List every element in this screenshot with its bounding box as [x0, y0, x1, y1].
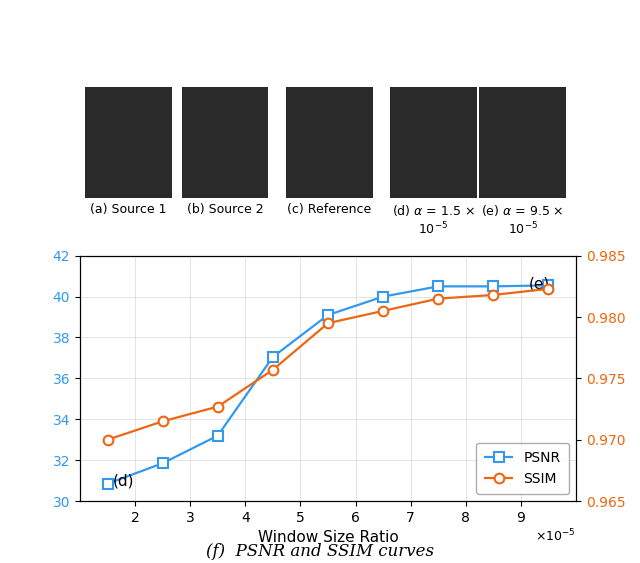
SSIM	[380, 307, 387, 314]
PSNR	[159, 460, 166, 467]
PSNR	[380, 293, 387, 300]
Text: (d) $\alpha$ = 1.5 $\times$
$10^{-5}$: (d) $\alpha$ = 1.5 $\times$ $10^{-5}$	[392, 203, 475, 238]
Bar	[182, 87, 269, 198]
X-axis label: Window Size Ratio: Window Size Ratio	[258, 530, 398, 546]
SSIM	[490, 292, 497, 298]
PSNR	[324, 311, 332, 318]
PSNR	[490, 283, 497, 290]
Legend: PSNR, SSIM: PSNR, SSIM	[476, 443, 569, 494]
Text: (c) Reference: (c) Reference	[287, 203, 371, 216]
SSIM	[269, 367, 276, 373]
PSNR	[435, 283, 442, 290]
PSNR	[104, 480, 111, 487]
SSIM	[435, 295, 442, 302]
PSNR	[214, 432, 221, 439]
Text: (e) $\alpha$ = 9.5 $\times$
$10^{-5}$: (e) $\alpha$ = 9.5 $\times$ $10^{-5}$	[481, 203, 564, 238]
SSIM	[545, 285, 552, 292]
Text: (b) Source 2: (b) Source 2	[187, 203, 264, 216]
SSIM	[214, 403, 221, 410]
Bar	[390, 87, 477, 198]
Text: (e): (e)	[529, 276, 550, 292]
Bar	[479, 87, 566, 198]
PSNR	[545, 282, 552, 289]
Text: (d): (d)	[113, 474, 134, 489]
Text: $\times10^{-5}$: $\times10^{-5}$	[535, 528, 576, 544]
Bar	[286, 87, 372, 198]
Text: (a) Source 1: (a) Source 1	[90, 203, 166, 216]
Line: SSIM: SSIM	[102, 284, 554, 445]
SSIM	[104, 436, 111, 443]
SSIM	[159, 418, 166, 425]
Bar	[85, 87, 172, 198]
SSIM	[324, 320, 332, 327]
Text: (f)  PSNR and SSIM curves: (f) PSNR and SSIM curves	[206, 543, 434, 560]
Line: PSNR: PSNR	[103, 281, 553, 488]
PSNR	[269, 354, 276, 360]
